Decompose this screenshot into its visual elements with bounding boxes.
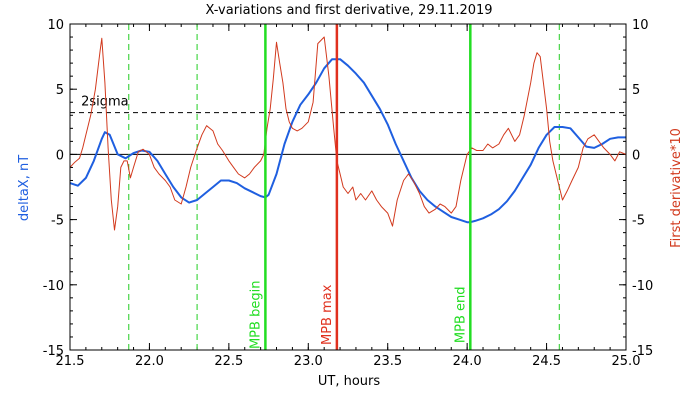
x-tick-label: 24.5: [532, 354, 561, 369]
y-tick-label-right: 5: [632, 83, 640, 98]
mpb-marker-label: MPB max: [320, 284, 335, 345]
sigma-label: 2sigma: [81, 95, 129, 110]
x-tick-label: 21.5: [56, 354, 85, 369]
chart-title: X-variations and first derivative, 29.11…: [205, 3, 492, 18]
y-tick-label-left: -5: [51, 214, 64, 229]
mpb-markers: MPB begin MPB max MPB end: [248, 24, 472, 350]
x-tick-label: 22.5: [214, 354, 243, 369]
mpb-marker-label: MPB begin: [248, 281, 263, 349]
mpb-marker-label: MPB end: [453, 286, 468, 343]
series-line-derivative: [69, 36, 627, 231]
y-tick-label-left: -15: [43, 344, 64, 359]
x-axis-label: UT, hours: [318, 374, 380, 389]
y-tick-label-right: 10: [632, 18, 649, 33]
plot-frame: [69, 23, 627, 351]
y-tick-label-right: -5: [632, 214, 645, 229]
x-tick-label: 24.0: [453, 354, 482, 369]
y-tick-label-right: -15: [632, 344, 653, 359]
series-line-deltaX: [69, 58, 626, 224]
y-tick-label-left: -10: [43, 279, 64, 294]
y-tick-label-left: 5: [56, 83, 64, 98]
x-tick-label: 23.5: [373, 354, 402, 369]
y-tick-label-right: -10: [632, 279, 653, 294]
x-tick-label: 23.0: [294, 354, 323, 369]
series-lines: [69, 36, 627, 231]
x-tick-label: 25.0: [612, 354, 641, 369]
axis-ticks: 21.5 22.0 22.5 23.0 23.5 24.0 24.5 25.0 10 5 0 -5 -1…: [43, 18, 653, 369]
x-tick-label: 22.0: [135, 354, 164, 369]
y-tick-label-left: 0: [56, 148, 64, 163]
y-axis-label-left: deltaX, nT: [17, 155, 32, 221]
y-tick-label-right: 0: [632, 148, 640, 163]
y-axis-label-right: First derivative*10: [669, 128, 684, 248]
y-tick-label-left: 10: [47, 18, 64, 33]
